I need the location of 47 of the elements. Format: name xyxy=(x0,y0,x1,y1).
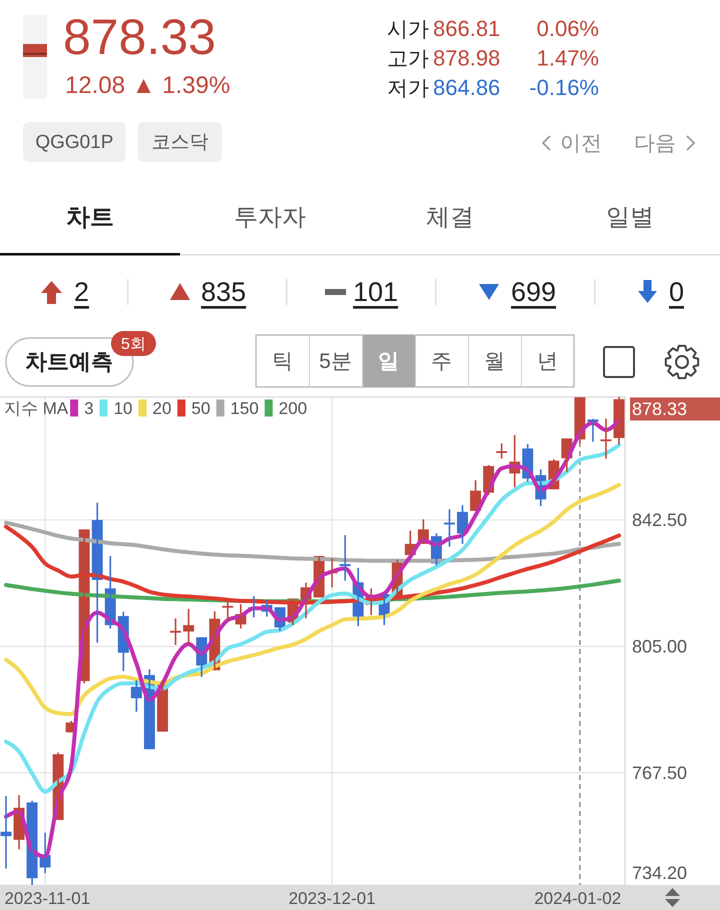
legend-label: 20 xyxy=(152,398,172,418)
x-tick-label: 2023-11-01 xyxy=(4,888,90,908)
legend-title: 지수 MA xyxy=(4,398,69,418)
text: 2 xyxy=(74,277,90,307)
text: 101 xyxy=(353,277,398,307)
text: 0 xyxy=(669,277,684,307)
text: 차트 xyxy=(66,204,114,230)
text: 일 xyxy=(378,350,399,372)
text: 1.47% xyxy=(536,46,599,70)
text: 다음 xyxy=(634,132,676,154)
text: 투자자 xyxy=(234,204,306,230)
text: 저가 xyxy=(387,77,429,100)
text: 5분 xyxy=(319,350,352,372)
legend-label: 10 xyxy=(114,398,133,418)
text: 시가 xyxy=(387,18,429,41)
y-tick-label: 734.20 xyxy=(632,863,688,883)
text: 878.33 xyxy=(63,9,216,65)
text: QGG01P xyxy=(35,132,114,152)
text: 틱 xyxy=(272,350,293,372)
text: 866.81 xyxy=(433,16,500,41)
text: 835 xyxy=(201,277,246,307)
text: 5회 xyxy=(121,336,146,352)
text: 이전 xyxy=(560,132,602,154)
legend-label: 3 xyxy=(84,398,94,418)
text: 12.08 ▲ 1.39% xyxy=(65,72,230,99)
text: -0.16% xyxy=(529,75,599,100)
y-tick-label: 767.50 xyxy=(632,762,688,783)
text: 699 xyxy=(511,277,556,307)
text: 878.33 xyxy=(632,399,688,419)
text: 체결 xyxy=(426,204,474,230)
text: 864.86 xyxy=(433,75,500,100)
text: 일별 xyxy=(606,204,654,230)
text: 코스닥 xyxy=(151,132,208,152)
text: 주 xyxy=(431,350,452,372)
text: 0.06% xyxy=(536,16,599,41)
text: 고가 xyxy=(387,48,429,70)
legend-label: 200 xyxy=(278,398,308,418)
text: 차트예측 xyxy=(25,348,113,374)
y-tick-label: 842.50 xyxy=(632,510,688,530)
text: 878.98 xyxy=(433,46,500,70)
y-tick-label: 805.00 xyxy=(632,636,688,656)
x-tick-label: 2023-12-01 xyxy=(288,888,376,908)
legend-label: 150 xyxy=(230,398,259,418)
text: 년 xyxy=(537,350,558,372)
text: 월 xyxy=(484,350,505,372)
legend-label: 50 xyxy=(191,398,210,418)
x-tick-label: 2024-01-02 xyxy=(534,888,622,908)
